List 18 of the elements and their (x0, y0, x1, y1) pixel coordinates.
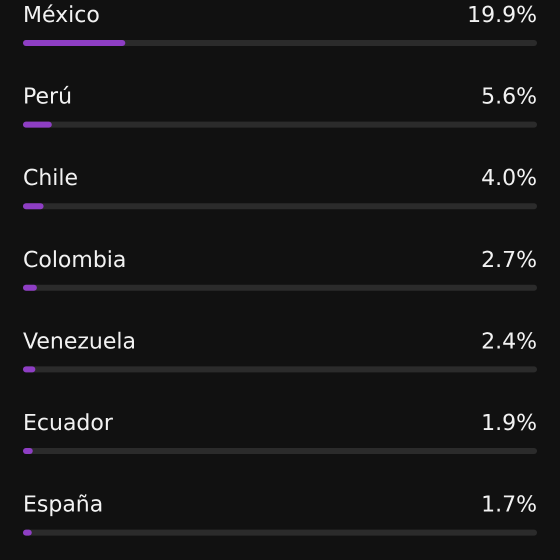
data-label: 2.4% (481, 329, 537, 354)
data-label: 2.7% (481, 248, 537, 273)
bar (23, 122, 52, 128)
y-tick-label: Chile (23, 166, 78, 192)
data-label: 19.9% (467, 3, 537, 28)
bar (23, 203, 44, 210)
y-tick-label: Colombia (23, 248, 126, 273)
data-label: 1.9% (481, 411, 537, 436)
y-tick-label: Perú (23, 84, 72, 110)
y-tick-label: Ecuador (23, 411, 114, 436)
bar (23, 40, 126, 46)
data-label: 4.0% (481, 166, 537, 192)
data-label: 5.6% (481, 84, 537, 110)
y-tick-label: Venezuela (23, 329, 136, 354)
data-label: 1.7% (481, 492, 537, 518)
bar (23, 366, 36, 372)
y-tick-label: México (23, 3, 100, 28)
y-tick-label: España (23, 492, 104, 518)
